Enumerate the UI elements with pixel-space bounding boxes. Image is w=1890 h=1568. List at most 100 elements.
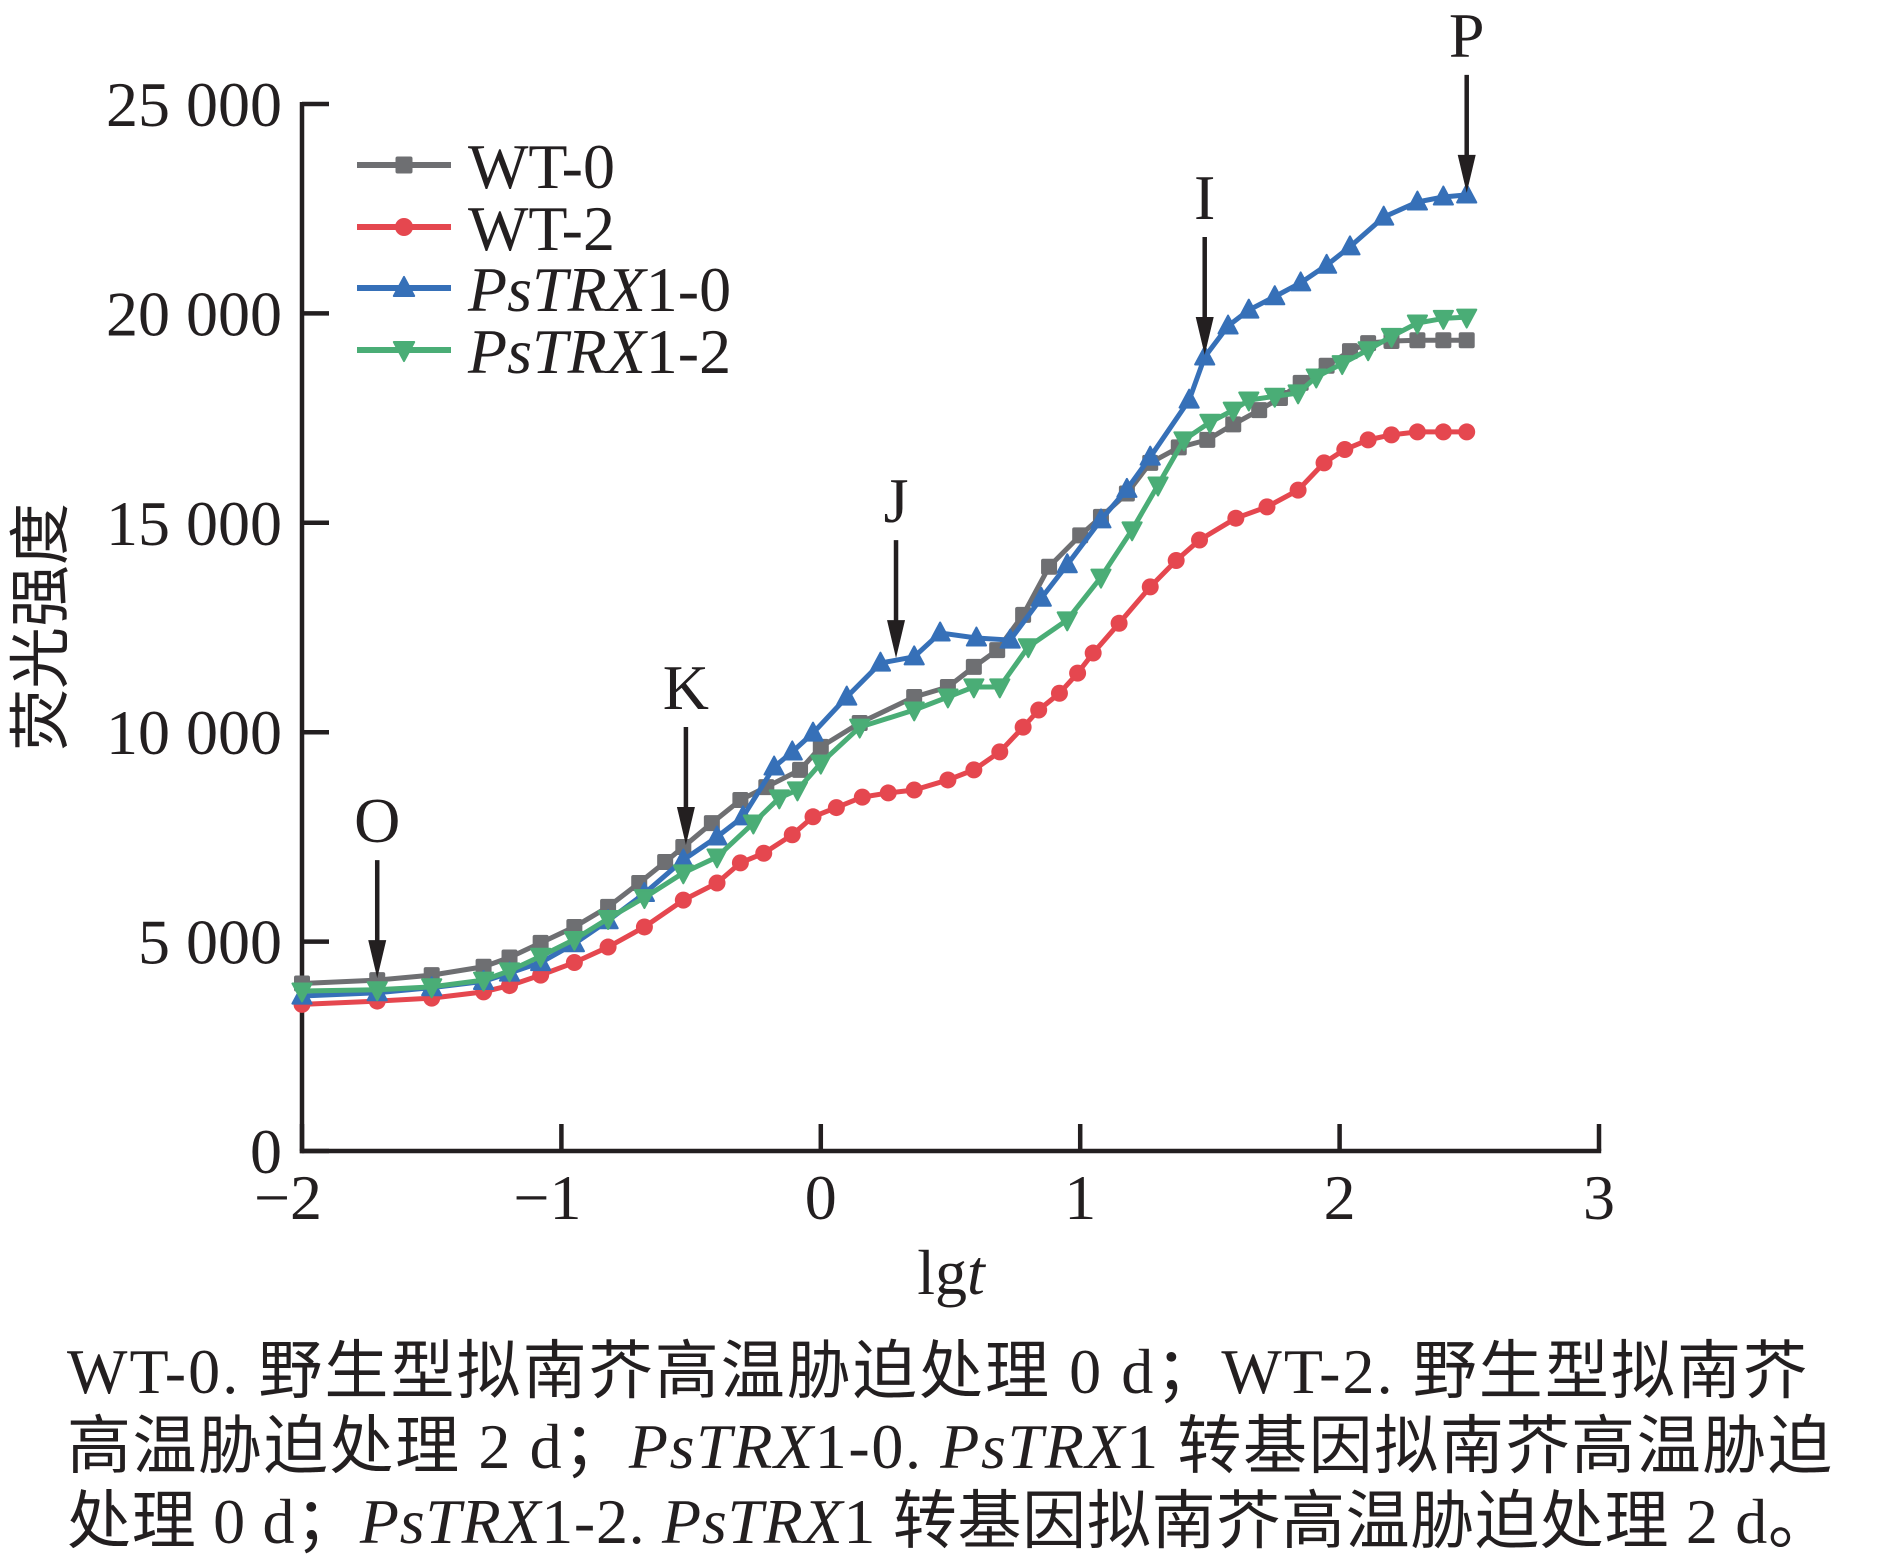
data-point-wt-2 <box>1167 551 1185 569</box>
x-axis-title-roman: lg <box>917 1237 967 1308</box>
x-tick-label: 0 <box>805 1162 837 1233</box>
legend-marker-icon <box>395 218 413 236</box>
legend-label-part: WT-2 <box>468 193 615 264</box>
arrow-down-icon <box>1195 316 1214 355</box>
x-tick-label: 3 <box>1583 1162 1615 1233</box>
data-point-pstrx1-2 <box>291 982 313 1003</box>
caption-segment: WT-0. 野生型拟南芥高温胁迫处理 0 d；WT-2. 野生型拟南芥 <box>67 1336 1807 1407</box>
data-point-wt-2 <box>827 799 845 817</box>
annotation-label: J <box>884 465 909 536</box>
data-point-wt-2 <box>674 891 692 909</box>
data-point-wt-0 <box>792 761 809 778</box>
data-point-pstrx1-2 <box>937 688 959 709</box>
data-point-pstrx1-0 <box>1090 508 1112 529</box>
data-point-pstrx1-2 <box>1456 308 1478 329</box>
data-point-wt-0 <box>812 738 829 755</box>
caption-segment: PsTRX <box>939 1411 1127 1482</box>
data-point-pstrx1-2 <box>1357 341 1379 362</box>
data-point-wt-2 <box>1141 578 1159 596</box>
data-point-wt-0 <box>566 918 583 935</box>
data-point-pstrx1-2 <box>1406 314 1429 335</box>
data-point-pstrx1-2 <box>633 889 656 910</box>
data-point-wt-2 <box>783 826 801 844</box>
data-point-wt-2 <box>1458 423 1476 441</box>
data-point-pstrx1-2 <box>810 754 832 775</box>
legend-item-pstrx1-0: PsTRX1-0 <box>357 254 731 325</box>
arrow-down-icon <box>887 620 906 659</box>
data-point-pstrx1-0 <box>1194 345 1216 366</box>
data-point-pstrx1-2 <box>597 910 619 930</box>
data-point-pstrx1-0 <box>1139 445 1161 466</box>
data-point-wt-2 <box>599 938 617 956</box>
x-axis-title: lgt <box>917 1237 987 1308</box>
data-point-pstrx1-2 <box>1432 309 1454 330</box>
legend-item-pstrx1-2: PsTRX1-2 <box>357 316 731 387</box>
legend-label-part: WT-0 <box>468 131 615 202</box>
data-point-wt-0 <box>657 854 674 871</box>
data-point-wt-2 <box>1069 664 1087 682</box>
data-point-wt-0 <box>1435 332 1452 349</box>
data-point-wt-0 <box>675 838 692 855</box>
data-point-wt-2 <box>879 784 897 802</box>
y-tick-label: 5 000 <box>138 907 282 978</box>
data-point-wt-2 <box>565 954 583 972</box>
caption-segment: 1 转基因拟南芥高温胁迫处理 2 d。 <box>843 1486 1832 1557</box>
x-axis-title-italic: t <box>967 1237 987 1308</box>
data-point-wt-2 <box>1382 426 1400 444</box>
data-point-pstrx1-2 <box>1121 521 1143 542</box>
y-tick-label: 0 <box>250 1116 282 1187</box>
data-point-pstrx1-2 <box>963 678 985 699</box>
data-point-pstrx1-2 <box>1090 568 1112 589</box>
data-point-pstrx1-2 <box>1017 638 1039 659</box>
data-point-pstrx1-2 <box>1380 327 1403 348</box>
data-point-pstrx1-0 <box>763 755 785 776</box>
legend-marker-icon <box>392 340 416 363</box>
data-point-pstrx1-0 <box>903 645 925 666</box>
x-ticks: −2 −1 0 1 2 3 <box>254 1124 1615 1233</box>
data-point-wt-2 <box>1289 481 1307 499</box>
data-point-wt-2 <box>635 918 653 936</box>
data-point-pstrx1-0 <box>706 825 728 846</box>
caption-line: WT-0. 野生型拟南芥高温胁迫处理 0 d；WT-2. 野生型拟南芥 <box>67 1336 1807 1407</box>
data-point-pstrx1-2 <box>1173 431 1195 452</box>
data-point-pstrx1-0 <box>1406 190 1429 211</box>
data-point-pstrx1-0 <box>1316 253 1338 274</box>
y-axis-title: 荧光强度 <box>8 503 76 751</box>
data-point-wt-2 <box>905 781 923 799</box>
data-point-wt-0 <box>906 689 923 706</box>
legend-marker-icon <box>392 275 416 298</box>
data-point-pstrx1-0 <box>1290 271 1312 292</box>
data-point-wt-2 <box>1191 531 1209 549</box>
data-point-wt-2 <box>1030 701 1048 719</box>
data-point-pstrx1-0 <box>1030 586 1052 607</box>
annotation-label: P <box>1449 0 1485 71</box>
y-tick-label: 25 000 <box>106 69 282 140</box>
data-point-pstrx1-2 <box>563 930 585 951</box>
data-point-pstrx1-2 <box>1199 413 1221 434</box>
annotation-o: O <box>354 785 400 979</box>
series-wt-2 <box>293 423 1476 1013</box>
data-point-pstrx1-0 <box>1432 185 1454 206</box>
data-point-wt-2 <box>965 761 983 779</box>
data-point-pstrx1-2 <box>672 864 694 885</box>
data-point-wt-2 <box>1227 509 1245 527</box>
data-point-pstrx1-0 <box>869 651 892 672</box>
data-point-pstrx1-0 <box>836 685 858 706</box>
caption-line: 处理 0 d；PsTRX1-2. PsTRX1 转基因拟南芥高温胁迫处理 2 d… <box>67 1486 1832 1557</box>
arrow-down-icon <box>1457 154 1476 193</box>
data-point-pstrx1-2 <box>849 718 871 739</box>
y-tick-label: 10 000 <box>106 697 282 768</box>
data-point-wt-0 <box>1409 332 1426 349</box>
data-point-wt-0 <box>475 958 492 975</box>
legend-label-part: 1-2 <box>646 316 731 387</box>
data-point-wt-0 <box>1199 431 1216 448</box>
caption-segment: 高温胁迫处理 2 d； <box>67 1411 627 1482</box>
data-point-wt-2 <box>708 874 726 892</box>
data-point-pstrx1-0 <box>1238 298 1260 319</box>
data-point-pstrx1-0 <box>1056 553 1078 574</box>
data-point-pstrx1-2 <box>498 962 521 983</box>
annotation-label: K <box>663 652 709 723</box>
data-point-wt-2 <box>1084 644 1102 662</box>
